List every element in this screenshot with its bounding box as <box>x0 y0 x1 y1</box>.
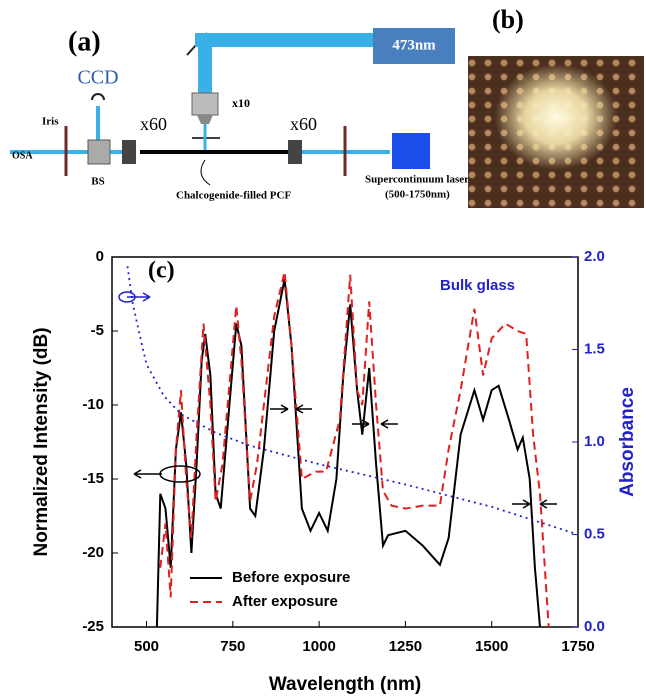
osa-label: OSA <box>12 150 33 161</box>
photo-panel: (b) <box>468 5 644 208</box>
x-tick-label: 1750 <box>561 638 594 655</box>
annotation-arrow <box>512 499 531 509</box>
source-box <box>392 133 430 169</box>
legend-label: Before exposure <box>232 569 350 586</box>
source-label: Supercontinuum laser <box>365 174 469 186</box>
panel-label: (c) <box>148 258 175 284</box>
y-tick-label: -10 <box>82 396 104 413</box>
annotation-arrow <box>270 404 289 414</box>
pump-label: 473nm <box>392 37 436 53</box>
ccd-label: CCD <box>77 67 118 89</box>
x-tick-label: 500 <box>134 638 159 655</box>
beam <box>198 47 212 95</box>
annotation-arrow <box>380 419 398 429</box>
y2-tick-label: 1.5 <box>584 340 605 357</box>
photo-glow <box>468 56 644 208</box>
objective <box>191 92 219 116</box>
series-line <box>155 279 541 628</box>
panel-label: (b) <box>492 5 524 34</box>
x-tick-label: 1000 <box>302 638 335 655</box>
y-tick-label: -25 <box>82 618 104 635</box>
y2-tick-label: 1.0 <box>584 433 605 450</box>
objective <box>288 140 302 164</box>
fiber-label: Chalcogenide-filled PCF <box>176 190 291 202</box>
pump-box <box>373 28 455 64</box>
y-tick-label: 0 <box>96 248 104 265</box>
y2-tick-label: 0.0 <box>584 618 605 635</box>
x-tick-label: 1500 <box>475 638 508 655</box>
chart: 500 750 1000 1250 1500 1750 0 -5 -10 -15 -20 -25 0.0… <box>31 248 638 695</box>
annotation-arrow <box>539 499 557 509</box>
annotation-arrow <box>295 404 312 414</box>
source-range: (500-1750nm) <box>385 189 450 201</box>
objective-label: x10 <box>232 96 250 110</box>
y-tick-label: -5 <box>91 322 104 339</box>
beam <box>195 33 375 47</box>
objective-label: x60 <box>290 114 317 134</box>
objective-label: x60 <box>140 114 167 134</box>
ccd <box>91 93 105 101</box>
annotation-arrow <box>133 469 162 479</box>
objective-tip <box>197 115 213 124</box>
panel-label: (a) <box>68 26 101 57</box>
bs-label: BS <box>91 176 104 188</box>
setup-diagram: (a) 473nm x10 CCD BS Iris OSA x60 x60 Ch… <box>10 26 469 202</box>
y-tick-label: -15 <box>82 470 104 487</box>
iris-label: Iris <box>42 116 59 128</box>
y2-axis-title: Absorbance <box>617 387 638 497</box>
y-axis-title: Normalized Intensity (dB) <box>31 327 52 556</box>
y2-tick-label: 2.0 <box>584 248 605 265</box>
y2-tick-label: 0.5 <box>584 525 605 542</box>
annotation-arrow <box>352 419 370 429</box>
x-axis-title: Wavelength (nm) <box>269 674 421 695</box>
annotation-arrow <box>127 292 151 302</box>
series-line <box>126 266 579 536</box>
beam-splitter <box>87 139 111 165</box>
x-tick-label: 1250 <box>389 638 422 655</box>
series-line <box>159 271 550 628</box>
y-tick-label: -20 <box>82 544 104 561</box>
legend-label: After exposure <box>232 593 338 610</box>
series-annotation: Bulk glass <box>440 277 515 294</box>
objective <box>122 140 136 164</box>
pointer <box>200 159 211 186</box>
x-tick-label: 750 <box>220 638 245 655</box>
